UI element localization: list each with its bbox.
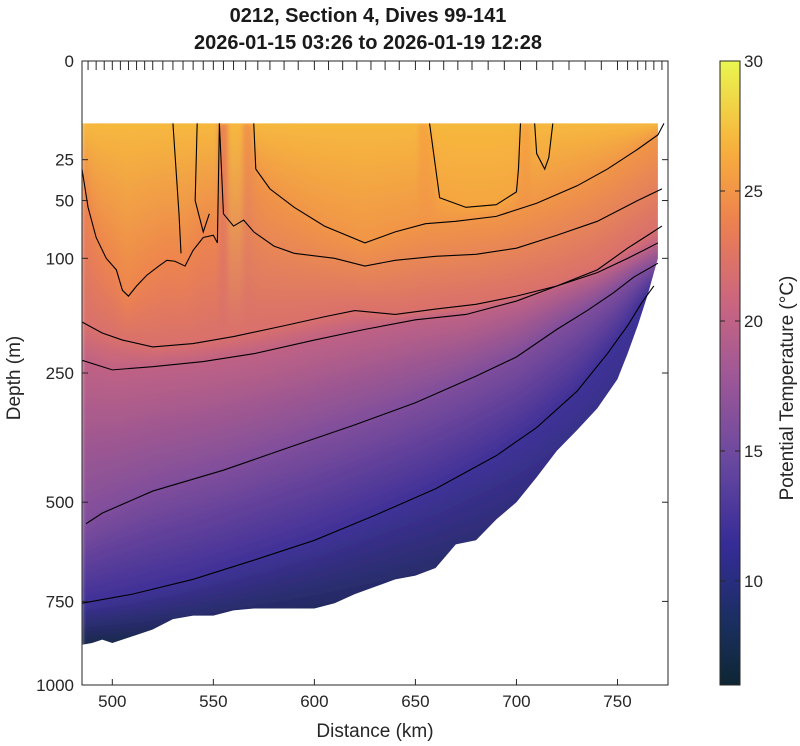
x-tick-label: 550 (199, 692, 227, 711)
colorbar-tick-label: 20 (744, 312, 763, 331)
contour-lines (82, 123, 665, 604)
contour-25 (253, 123, 665, 244)
contour-24 (218, 123, 663, 267)
x-tick-label: 500 (98, 692, 126, 711)
colorbar-tick-label: 10 (744, 572, 763, 591)
contour-24 (172, 123, 182, 254)
y-tick-label: 50 (55, 192, 74, 211)
contour-16 (85, 262, 659, 525)
y-tick-label: 0 (65, 52, 74, 71)
colorbar-label: Potential Temperature (°C) (777, 276, 798, 501)
contour-22 (82, 225, 663, 348)
x-tick-label: 600 (300, 692, 328, 711)
contour-26 (429, 123, 522, 208)
axes: 500 550 600 650 700 750 0 25 50 100 250 500 750 1000 (36, 52, 669, 711)
y-tick-label: 500 (46, 493, 74, 512)
contour-26 (534, 123, 554, 171)
contour-20 (82, 242, 659, 371)
x-tick-label: 750 (603, 692, 631, 711)
colorbar: 10 15 20 25 30 (719, 52, 763, 686)
y-tick-label: 250 (46, 364, 74, 383)
x-axis-label: Distance (km) (316, 721, 433, 742)
contour-12 (82, 285, 655, 604)
y-tick-label: 750 (46, 592, 74, 611)
chart-subtitle: 2026-01-15 03:26 to 2026-01-19 12:28 (194, 32, 542, 54)
y-tick-label: 1000 (36, 676, 74, 695)
colorbar-swatch (719, 60, 741, 686)
y-axis-label: Depth (m) (4, 336, 25, 420)
colorbar-tick-label: 25 (744, 182, 763, 201)
x-tick-label: 650 (401, 692, 429, 711)
contour-24 (194, 123, 210, 234)
chart-title: 0212, Section 4, Dives 99-141 (230, 5, 507, 27)
colorbar-tick-label: 30 (744, 52, 763, 71)
temperature-field (82, 123, 658, 645)
x-tick-label: 700 (502, 692, 530, 711)
y-tick-label: 25 (55, 151, 74, 170)
y-tick-label: 100 (46, 249, 74, 268)
colorbar-tick-label: 15 (744, 442, 763, 461)
contour-24 (82, 123, 220, 297)
